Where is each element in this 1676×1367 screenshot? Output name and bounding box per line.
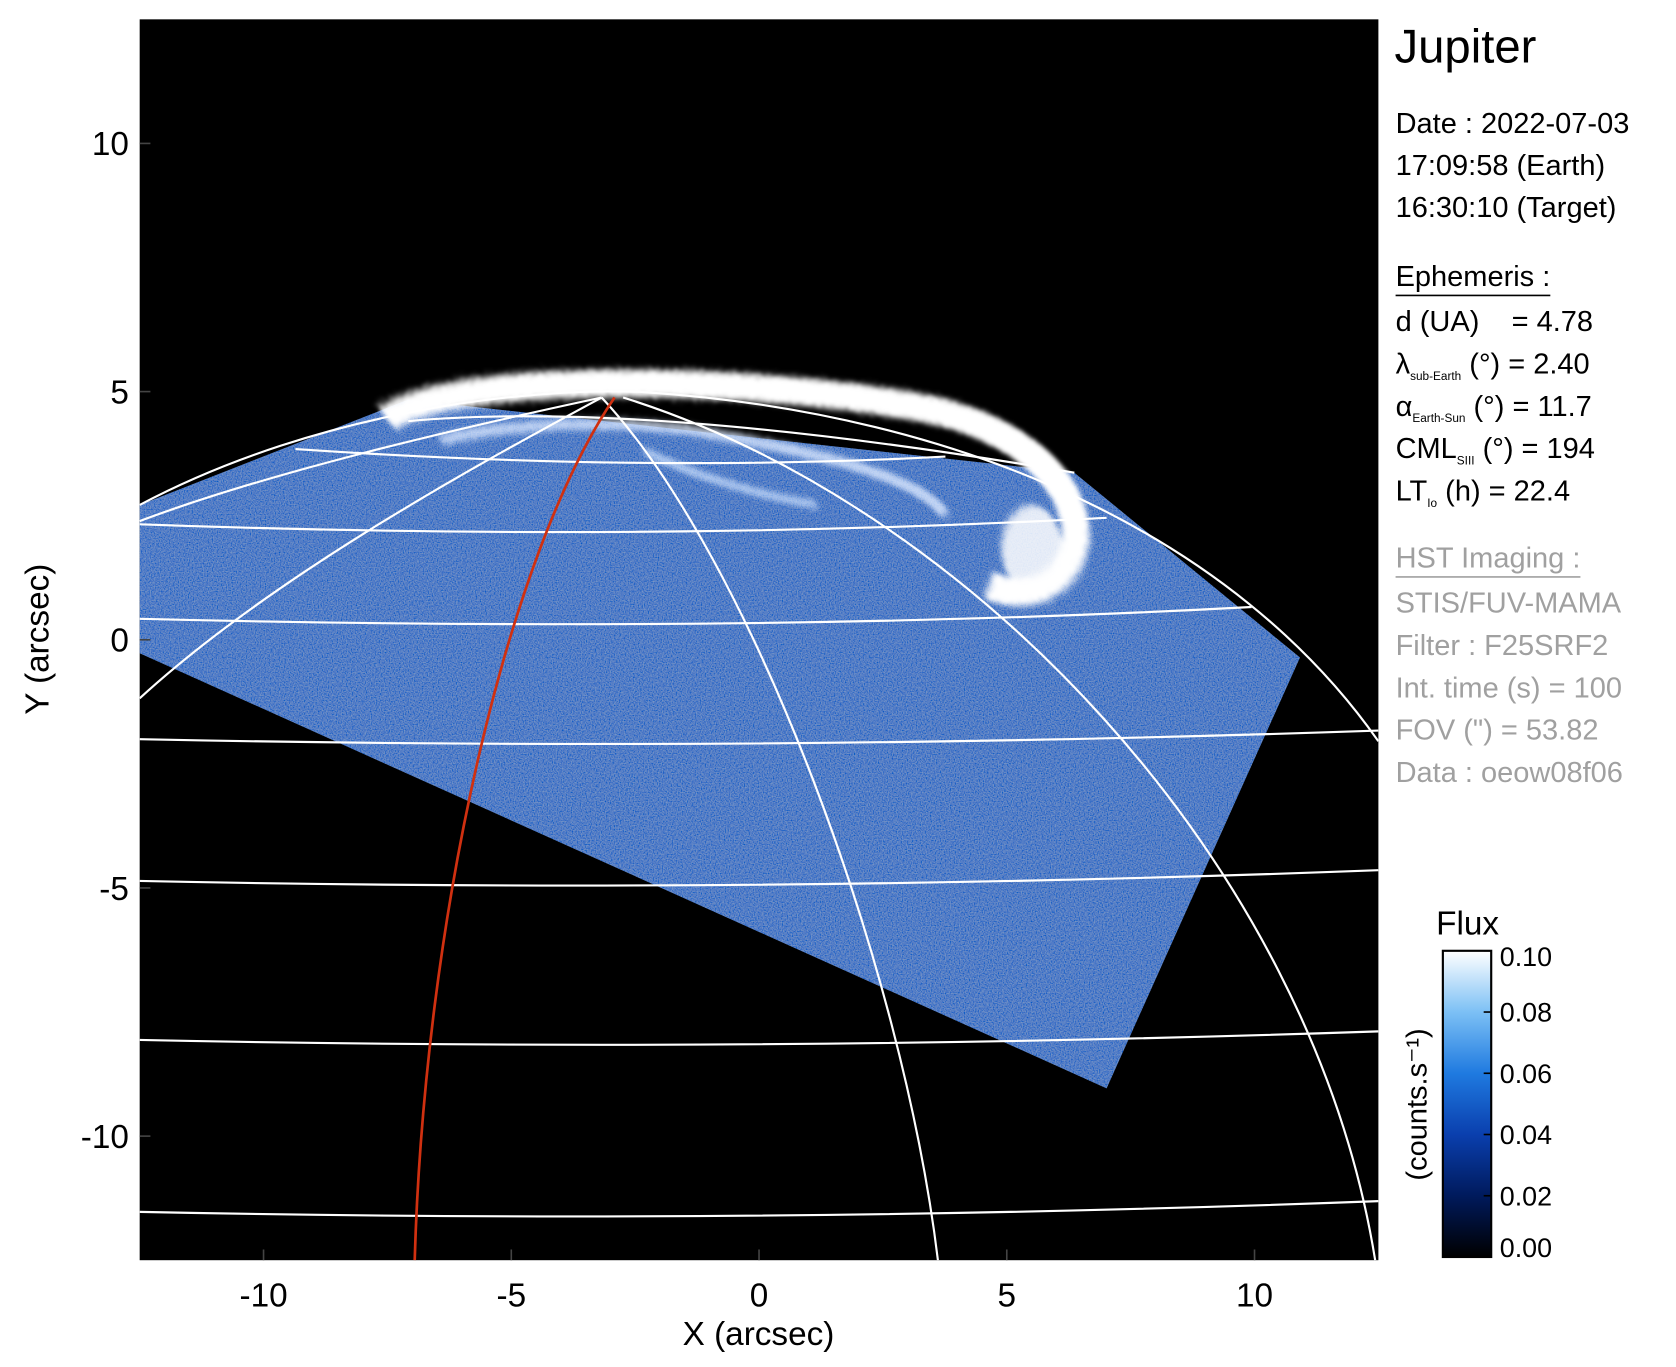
central-meridian — [413, 396, 616, 1261]
symbol: λ — [1396, 348, 1411, 380]
x-tick-label: 0 — [750, 1277, 769, 1314]
instrument-line: FOV (") = 53.82 — [1396, 715, 1599, 747]
instrument-line: STIS/FUV-MAMA — [1396, 587, 1622, 619]
y-tick-label: -5 — [99, 871, 129, 908]
x-tick-label: -5 — [496, 1277, 526, 1314]
ephemeris-line: d (UA) = 4.78 — [1396, 306, 1593, 338]
y-tick-label: -10 — [81, 1119, 129, 1156]
instrument-line: Filter : F25SRF2 — [1396, 630, 1609, 662]
colorbar-unit: (counts.s⁻¹) — [1402, 1028, 1434, 1180]
symbol: CML — [1396, 433, 1457, 465]
date-line: 17:09:58 (Earth) — [1396, 150, 1606, 182]
colorbar-tick-label: 0.06 — [1500, 1059, 1552, 1089]
x-tick-label: 5 — [998, 1277, 1017, 1314]
ephemeris-line: αEarth-Sun (°) = 11.7 — [1396, 391, 1592, 425]
value-text: d (UA) = 4.78 — [1396, 306, 1593, 338]
x-axis-label: X (arcsec) — [683, 1316, 835, 1353]
y-axis-label: Y (arcsec) — [19, 564, 56, 715]
value-text: (h) = 22.4 — [1437, 476, 1570, 508]
ephemeris-line: LTIo (h) = 22.4 — [1396, 476, 1571, 510]
image-content — [139, 369, 1379, 1261]
date-line: 16:30:10 (Target) — [1396, 192, 1617, 224]
colorbar-tick-label: 0.04 — [1500, 1120, 1552, 1150]
ephemeris-title: Ephemeris : — [1396, 261, 1551, 293]
colorbar-label: Flux — [1436, 906, 1499, 943]
title: Jupiter — [1395, 20, 1537, 73]
y-tick-label: 0 — [110, 623, 129, 660]
subscript: SIII — [1457, 454, 1475, 468]
instrument-title: HST Imaging : — [1396, 542, 1581, 574]
instrument-line: Int. time (s) = 100 — [1396, 672, 1622, 704]
colorbar-tick-label: 0.08 — [1500, 998, 1552, 1028]
y-tick-label: 5 — [110, 374, 129, 411]
coordinate-grid — [139, 390, 1379, 1261]
subscript: sub-Earth — [1410, 369, 1461, 383]
aurora-oval — [378, 369, 1090, 606]
x-tick-label: 10 — [1236, 1277, 1273, 1314]
colorbar — [1441, 949, 1493, 1259]
info-panel: Date : 2022-07-03 17:09:58 (Earth) 16:30:1… — [1396, 108, 1630, 789]
subscript: Earth-Sun — [1412, 411, 1465, 425]
value-text: (°) = 2.40 — [1461, 348, 1589, 380]
value-text: (°) = 11.7 — [1465, 391, 1591, 423]
symbol: α — [1396, 391, 1413, 423]
colorbar-tick-label: 0.00 — [1500, 1233, 1552, 1263]
value-text: (°) = 194 — [1475, 433, 1595, 465]
date-line: Date : 2022-07-03 — [1396, 108, 1630, 140]
symbol: LT — [1396, 476, 1428, 508]
ephemeris-line: CMLSIII (°) = 194 — [1396, 433, 1595, 467]
x-tick-label: -10 — [239, 1277, 287, 1314]
subscript: Io — [1427, 496, 1437, 510]
y-tick-label: 10 — [92, 126, 129, 163]
ephemeris-line: λsub-Earth (°) = 2.40 — [1396, 348, 1590, 382]
colorbar-tick-label: 0.10 — [1500, 942, 1552, 972]
colorbar-tick-label: 0.02 — [1500, 1181, 1552, 1211]
instrument-line: Data : oeow08f06 — [1396, 757, 1623, 789]
